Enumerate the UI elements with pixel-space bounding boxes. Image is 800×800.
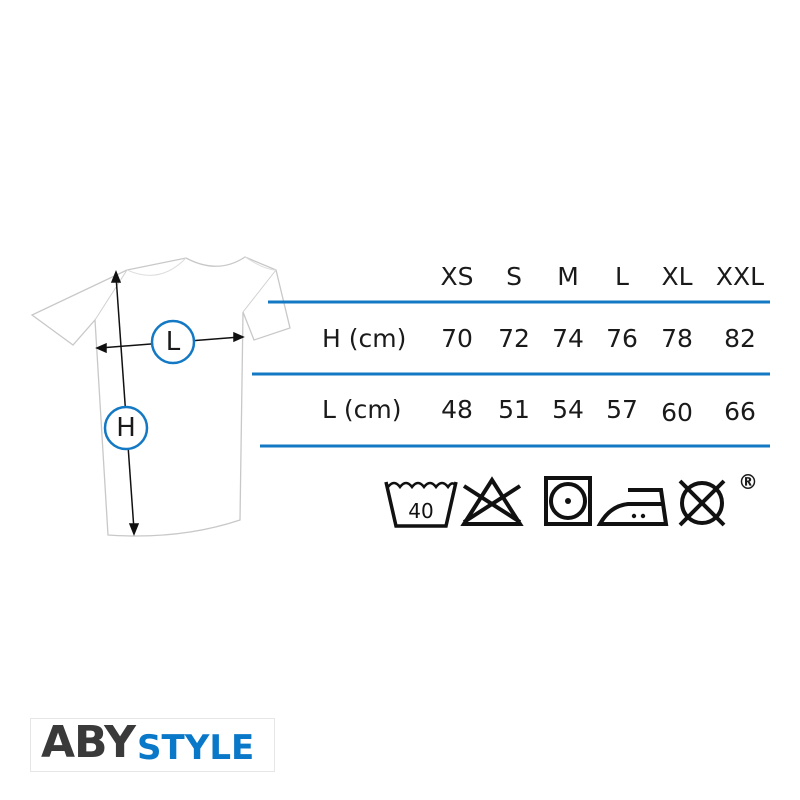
row-label: H (cm) [322, 324, 407, 353]
registered-mark: ® [738, 470, 758, 494]
size-header: S [506, 262, 522, 291]
care-symbols: 40 [384, 476, 726, 528]
table-cell: 82 [724, 324, 756, 353]
length-circle [150, 319, 196, 365]
table-cell: 76 [606, 324, 638, 353]
table-cell: 74 [552, 324, 584, 353]
table-cell: 70 [441, 324, 473, 353]
size-header: L [615, 262, 629, 291]
logo-aby: ABY [41, 717, 136, 768]
wash-40-icon: 40 [384, 481, 458, 528]
logo-style: STYLE [137, 728, 255, 768]
length-label: L [165, 327, 181, 357]
table-cell: 48 [441, 395, 473, 424]
tshirt-outline [30, 256, 291, 537]
size-header: M [557, 262, 579, 291]
wash-temperature: 40 [408, 499, 433, 523]
height-label: H [116, 413, 136, 443]
size-header: XL [661, 262, 693, 291]
row-label: L (cm) [322, 395, 402, 424]
tumble-dry-icon [544, 476, 592, 526]
table-cell: 54 [552, 395, 584, 424]
table-cell: 72 [498, 324, 530, 353]
height-arrow [110, 269, 140, 537]
table-cell: 66 [724, 397, 756, 426]
size-header: XS [440, 262, 474, 291]
size-header: XXL [715, 262, 765, 291]
table-cell: 57 [606, 395, 638, 424]
do-not-dry-clean-icon [678, 479, 726, 527]
table-cell: 78 [661, 324, 693, 353]
do-not-bleach-icon [460, 476, 524, 526]
table-cell: 51 [498, 395, 530, 424]
iron-medium-icon [596, 488, 669, 526]
height-circle [103, 405, 149, 451]
table-cell: 60 [661, 398, 693, 427]
abystyle-logo: ABY STYLE [30, 718, 275, 772]
